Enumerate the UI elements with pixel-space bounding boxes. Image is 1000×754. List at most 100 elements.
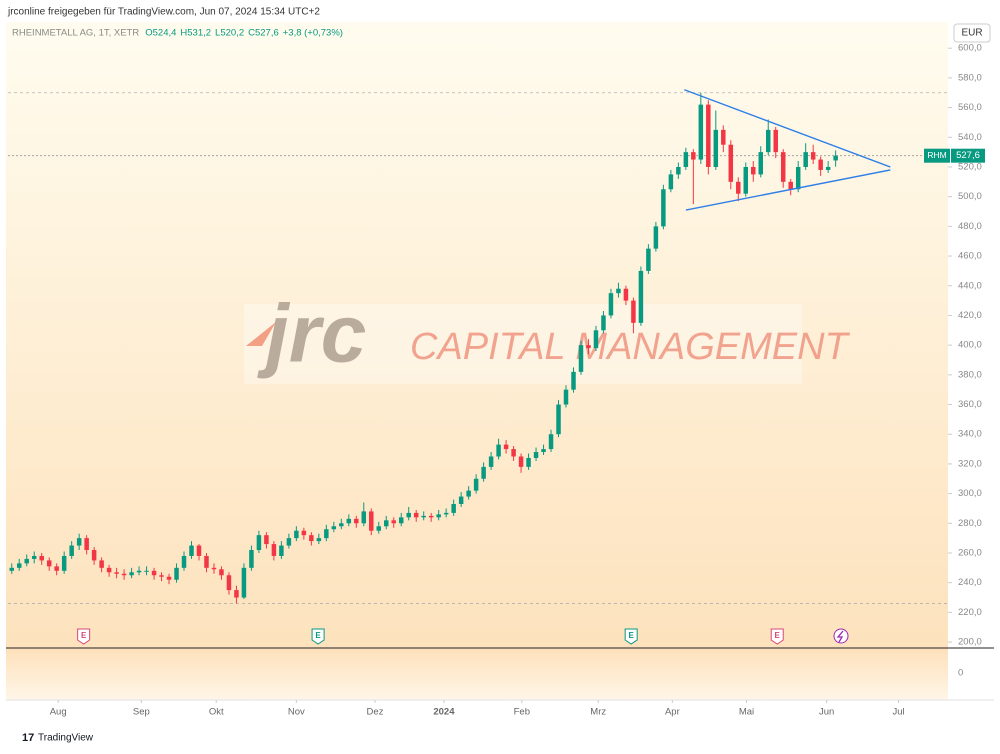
- candle-body: [54, 566, 59, 571]
- y-tick-label: 340,0: [958, 429, 982, 440]
- candle-body: [803, 152, 808, 167]
- candle-body: [691, 152, 696, 160]
- candle-body: [773, 129, 778, 153]
- event-marker: [77, 628, 91, 645]
- currency-box[interactable]: [953, 23, 991, 43]
- event-label: E: [81, 631, 87, 640]
- candle-body: [661, 189, 666, 227]
- candle-body: [144, 570, 149, 572]
- candle-body: [136, 570, 142, 573]
- candle-body: [616, 288, 621, 294]
- x-tick-label: Sep: [133, 707, 150, 718]
- candle-body: [151, 570, 157, 576]
- currency: EUR: [961, 28, 982, 39]
- candle-body: [271, 544, 277, 556]
- candle-body: [159, 575, 164, 577]
- candle-body: [586, 345, 591, 349]
- candle-body: [9, 567, 14, 571]
- legend-value: C527,6: [248, 28, 279, 39]
- trend-line: [685, 169, 891, 211]
- logo-mark: 17: [22, 732, 34, 744]
- candle-body: [354, 518, 359, 524]
- x-tick-label: Okt: [209, 707, 224, 718]
- candle-body: [369, 511, 374, 531]
- x-tick-label: Aug: [50, 707, 67, 718]
- y-tick-label: 580,0: [958, 72, 982, 83]
- legend-value: L520,2: [215, 28, 244, 39]
- candle-body: [601, 315, 606, 331]
- candle-body: [818, 159, 823, 170]
- candle-body: [361, 511, 367, 524]
- last-price-label: 527,6: [956, 150, 980, 161]
- candle-body: [683, 152, 689, 167]
- legend-value: +3,8 (+0,73%): [283, 28, 343, 39]
- candle-body: [563, 389, 569, 405]
- chart-title: RHEINMETALL AG, 1T, XETR: [12, 28, 139, 39]
- candle-body: [443, 512, 449, 515]
- candle-body: [76, 538, 82, 546]
- trend-line: [684, 89, 891, 168]
- event-marker: [311, 628, 325, 645]
- candle-body: [548, 434, 554, 450]
- y-tick-label: 400,0: [958, 340, 982, 351]
- y-tick-label: 280,0: [958, 518, 982, 529]
- candle-body: [196, 545, 202, 556]
- lower-pane: [6, 648, 948, 700]
- y-tick-label: 240,0: [958, 577, 982, 588]
- candle-body: [751, 166, 756, 175]
- candle-body: [518, 456, 524, 467]
- candle-body: [765, 129, 771, 153]
- candle-body: [706, 104, 711, 167]
- candle-body: [391, 520, 396, 524]
- candle-body: [286, 538, 292, 546]
- y-tick-label: 300,0: [958, 488, 982, 499]
- candle-body: [241, 567, 247, 598]
- event-marker: [770, 628, 784, 645]
- candle-body: [541, 449, 546, 453]
- candle-body: [623, 288, 629, 301]
- event-marker: [624, 628, 638, 645]
- x-tick-label: Nov: [288, 707, 305, 718]
- symbol-tag: [924, 148, 950, 163]
- candle-body: [713, 129, 719, 167]
- y-tick-label: 460,0: [958, 251, 982, 262]
- candle-body: [676, 166, 681, 175]
- y-tick-label: 260,0: [958, 547, 982, 558]
- candle-body: [406, 512, 411, 518]
- candle-body: [16, 563, 22, 568]
- x-tick-label: Apr: [665, 707, 680, 718]
- candle-body: [106, 567, 112, 573]
- candle-body: [398, 517, 404, 524]
- y-tick-label: 360,0: [958, 399, 982, 410]
- candle-body: [428, 515, 434, 518]
- candle-body: [488, 456, 494, 467]
- watermark-text: CAPITAL MANAGEMENT: [410, 326, 851, 368]
- candle-body: [631, 300, 636, 323]
- candle-body: [608, 293, 614, 316]
- candle-body: [61, 555, 67, 571]
- candle-body: [211, 567, 217, 570]
- lower-pane-tick-label: 0: [958, 668, 963, 679]
- candle-body: [309, 535, 314, 542]
- candle-body: [129, 572, 134, 576]
- candle-body: [219, 569, 224, 576]
- x-tick-label: Feb: [514, 707, 530, 718]
- candle-body: [114, 572, 119, 574]
- candle-body: [46, 560, 52, 567]
- candle-body: [174, 567, 179, 580]
- candle-body: [166, 576, 172, 580]
- candle-body: [346, 518, 352, 524]
- candle-body: [788, 181, 793, 190]
- candle-body: [533, 452, 539, 458]
- candle-body: [466, 490, 471, 497]
- candle-body: [668, 174, 674, 190]
- y-tick-label: 440,0: [958, 280, 982, 291]
- candle-body: [653, 226, 659, 249]
- candle-body: [39, 555, 44, 561]
- symbol-label: RHM: [927, 150, 946, 160]
- candle-body: [646, 248, 651, 271]
- candle-body: [324, 529, 329, 539]
- candle-body: [593, 330, 599, 349]
- candle-body: [780, 152, 786, 182]
